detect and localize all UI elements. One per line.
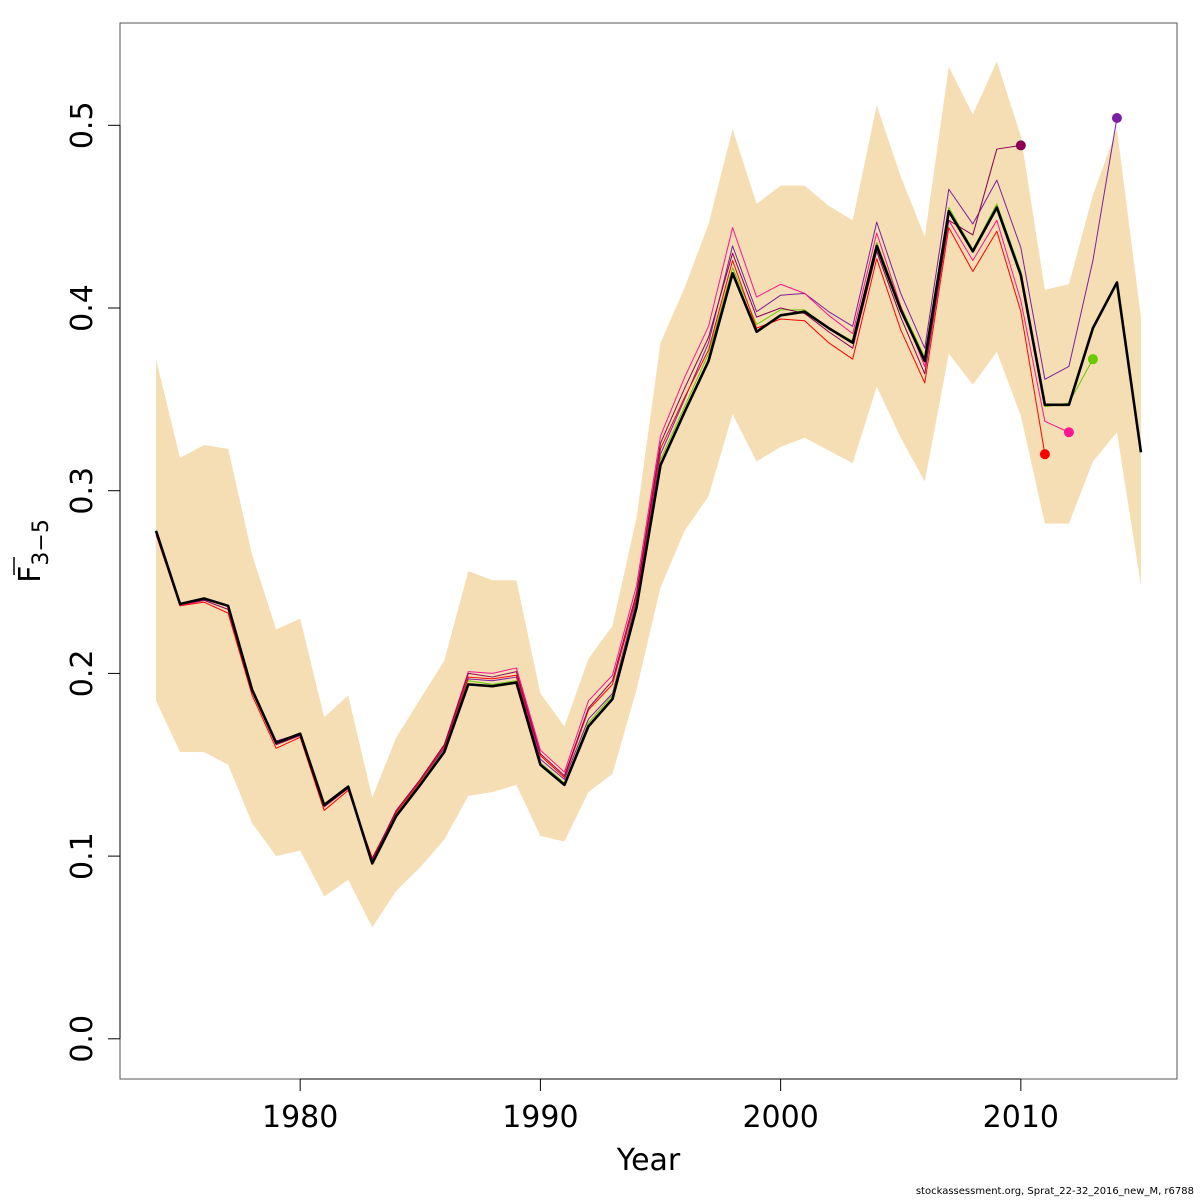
y-tick-label: 0.1	[65, 832, 100, 880]
x-tick-label: 2000	[742, 1100, 818, 1135]
footer-note: stockassessment.org, Sprat_22-32_2016_ne…	[915, 1186, 1194, 1197]
y-tick-label: 0.3	[65, 467, 100, 515]
series-endpoint-retro_2012	[1063, 427, 1074, 438]
y-tick-label: 0.0	[65, 1015, 100, 1063]
x-tick-label: 1990	[502, 1100, 578, 1135]
y-axis-title: F3−5	[13, 519, 54, 583]
series-layer	[154, 117, 1143, 865]
y-axis-title-main: F	[13, 566, 48, 583]
y-tick-label: 0.4	[65, 284, 100, 332]
y-axis-title-sub: 3−5	[29, 519, 54, 565]
x-tick-label: 2010	[983, 1100, 1059, 1135]
y-tick-label: 0.2	[65, 650, 100, 698]
series-line-main	[154, 206, 1143, 865]
x-tick-label: 1980	[262, 1100, 338, 1135]
series-endpoint-retro_2013	[1087, 354, 1098, 365]
series-endpoint-retro_2010	[1015, 140, 1026, 151]
confidence-band-layer	[156, 61, 1141, 928]
endpoint-layer	[1015, 113, 1122, 460]
y-tick-label: 0.5	[65, 101, 100, 149]
series-endpoint-retro_2014	[1111, 113, 1122, 124]
x-axis-title: Year	[616, 1143, 681, 1178]
axis-layer: 1980 1990 2000 2010 0.0 0.1 0.2 0.3 0.4 0.5	[65, 101, 1059, 1135]
confidence-band	[156, 61, 1141, 928]
y-axis-title-text: F3−5	[13, 519, 54, 583]
series-endpoint-retro_2011	[1039, 449, 1050, 460]
